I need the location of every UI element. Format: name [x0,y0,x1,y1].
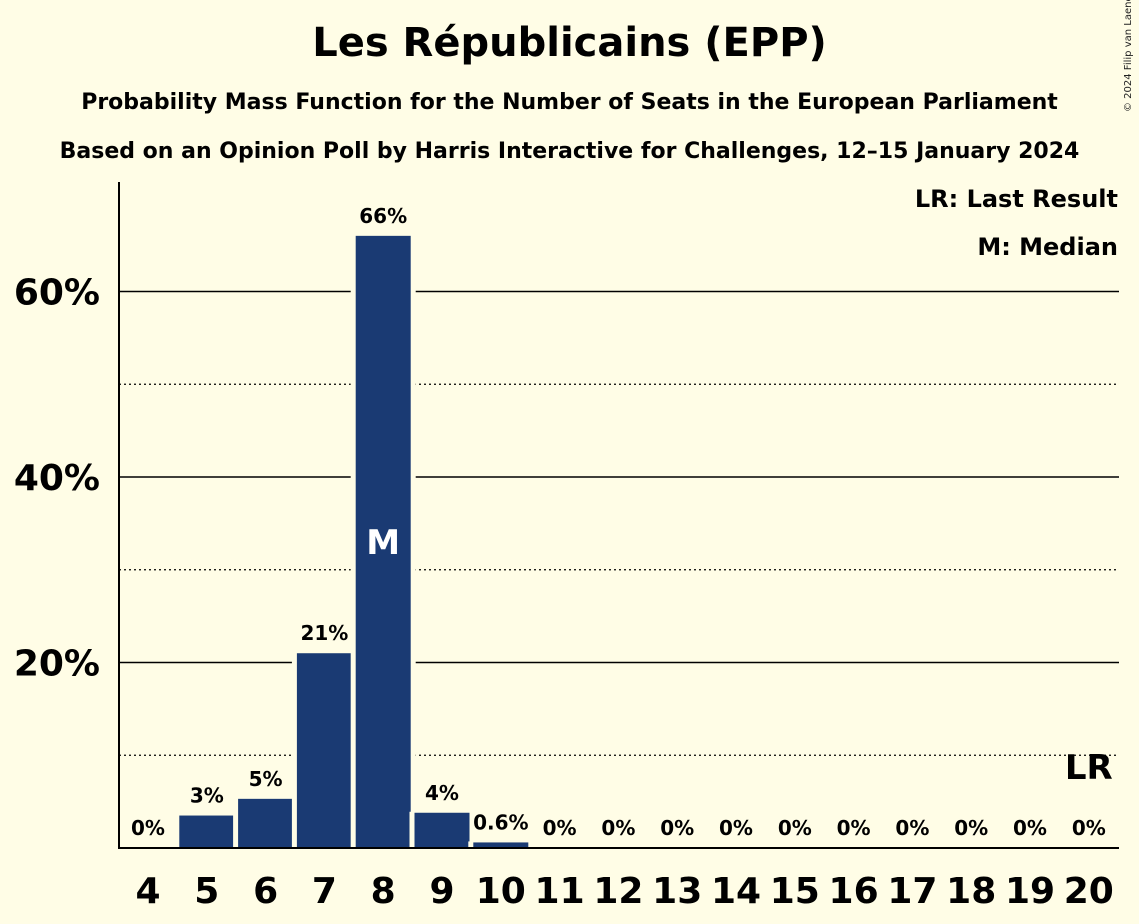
legend-median: M: Median [977,233,1118,261]
data-label: 66% [359,204,407,228]
x-tick-label: 13 [652,871,702,912]
data-label: 0% [660,816,694,840]
data-label: 4% [425,781,459,805]
data-label: 0% [1013,816,1047,840]
chart-subtitle-poll: Based on an Opinion Poll by Harris Inter… [59,139,1080,164]
data-label: 0% [601,816,635,840]
y-tick-label: 20% [14,644,100,685]
data-label: 5% [249,767,283,791]
data-label: 0.6% [473,810,528,834]
x-tick-label: 17 [887,871,937,912]
data-label: 0% [1072,816,1106,840]
median-marker: M [366,523,400,563]
bar [414,812,470,848]
chart-subtitle-pmf: Probability Mass Function for the Number… [81,90,1058,115]
x-tick-label: 10 [476,871,526,912]
data-label: 0% [895,816,929,840]
x-tick-label: 8 [371,871,396,912]
y-tick-label: 60% [14,273,100,314]
x-tick-label: 18 [946,871,996,912]
x-tick-label: 15 [770,871,820,912]
data-label: 0% [719,816,753,840]
x-tick-label: 6 [253,871,278,912]
x-tick-label: 4 [135,871,160,912]
chart-title: Les Républicains (EPP) [312,20,827,66]
bar [179,815,235,848]
x-tick-label: 20 [1064,871,1114,912]
bar [296,653,352,848]
data-label: 21% [300,621,348,645]
bar [473,842,529,848]
bar [355,235,411,849]
x-tick-label: 7 [312,871,337,912]
x-tick-label: 11 [535,871,585,912]
x-tick-label: 9 [429,871,454,912]
data-label: 0% [543,816,577,840]
legend-last-result: LR: Last Result [914,185,1118,213]
data-label: 0% [837,816,871,840]
data-label: 0% [954,816,988,840]
x-tick-label: 19 [1005,871,1055,912]
x-tick-label: 16 [829,871,879,912]
data-label: 0% [131,816,165,840]
last-result-marker: LR [1065,748,1113,788]
x-tick-label: 14 [711,871,761,912]
x-tick-label: 12 [593,871,643,912]
data-label: 0% [778,816,812,840]
y-tick-label: 40% [14,458,100,499]
bar [238,798,294,848]
data-label: 3% [190,784,224,808]
x-tick-label: 5 [194,871,219,912]
